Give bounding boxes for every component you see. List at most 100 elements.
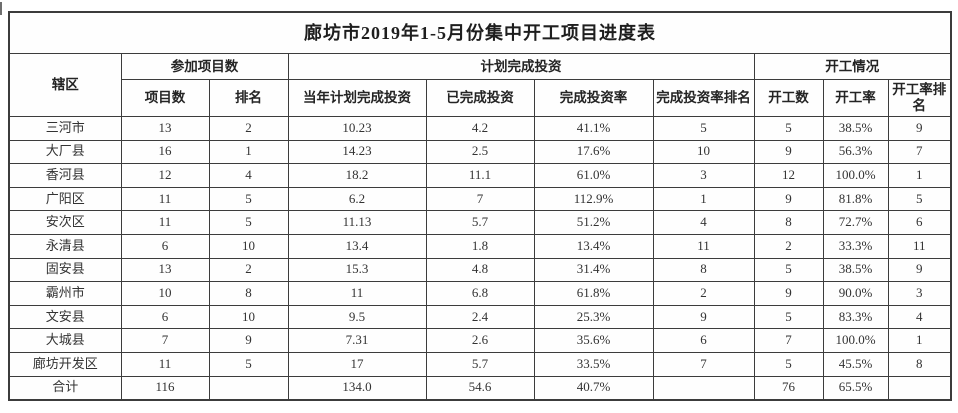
table-row: 香河县 12 4 18.2 11.1 61.0% 3 12 100.0% 1	[8, 163, 952, 188]
cell: 5	[652, 116, 755, 141]
cell: 1	[887, 328, 952, 353]
cell: 17.6%	[533, 139, 654, 165]
cell: 81.8%	[822, 186, 889, 212]
table-title: 廊坊市2019年1-5月份集中开工项目进度表	[8, 11, 952, 54]
cell: 5.7	[425, 210, 535, 235]
cell: 76	[753, 375, 824, 401]
cell: 2.5	[425, 139, 535, 165]
cell: 11	[120, 351, 210, 377]
cell: 13	[120, 116, 210, 141]
project-progress-table: 廊坊市2019年1-5月份集中开工项目进度表 辖区 参加项目数 计划完成投资 开…	[8, 11, 953, 402]
cell: 7	[887, 139, 952, 165]
cell: 1	[652, 186, 755, 212]
cell: 18.2	[287, 163, 427, 188]
group-header-start-status: 开工情况	[753, 53, 952, 80]
group-header-planned-investment: 计划完成投资	[287, 53, 755, 80]
cell: 72.7%	[822, 210, 889, 235]
district-cell: 永清县	[8, 233, 122, 259]
cell: 11.13	[287, 210, 427, 235]
cell: 10	[208, 304, 289, 330]
cell: 1	[887, 163, 952, 188]
cell: 83.3%	[822, 304, 889, 330]
cell: 6	[120, 304, 210, 330]
total-row: 合计 116 134.0 54.6 40.7% 76 65.5%	[8, 375, 952, 401]
cell: 90.0%	[822, 281, 889, 306]
cell: 5	[753, 257, 824, 283]
district-cell: 大厂县	[8, 139, 122, 165]
cell: 11.1	[425, 163, 535, 188]
col-header-investment-completion-rate: 完成投资率	[533, 79, 654, 117]
cell: 1	[208, 139, 289, 165]
col-header-project-count: 项目数	[120, 79, 210, 117]
cell: 4.2	[425, 116, 535, 141]
title-row: 廊坊市2019年1-5月份集中开工项目进度表	[8, 11, 952, 54]
district-cell: 合计	[8, 375, 122, 401]
cell: 33.3%	[822, 233, 889, 259]
cell: 2	[753, 233, 824, 259]
col-header-rank: 排名	[208, 79, 289, 117]
cell: 31.4%	[533, 257, 654, 283]
col-header-start-rate-rank: 开工率排名	[887, 79, 952, 117]
district-cell: 三河市	[8, 116, 122, 141]
cell: 4.8	[425, 257, 535, 283]
cell: 12	[753, 163, 824, 188]
cell: 9	[753, 139, 824, 165]
cell: 11	[287, 281, 427, 306]
district-cell: 安次区	[8, 210, 122, 235]
cell: 8	[887, 351, 952, 377]
header-group-row: 辖区 参加项目数 计划完成投资 开工情况	[8, 53, 952, 117]
document-sheet: 廊坊市2019年1-5月份集中开工项目进度表 辖区 参加项目数 计划完成投资 开…	[8, 11, 953, 402]
col-header-district: 辖区	[8, 53, 122, 117]
cell: 9	[753, 186, 824, 212]
cell: 51.2%	[533, 210, 654, 235]
cell: 5	[753, 116, 824, 141]
col-header-start-count: 开工数	[753, 79, 824, 117]
cell: 10	[208, 233, 289, 259]
cell: 7	[120, 328, 210, 353]
cell: 4	[887, 304, 952, 330]
cell: 11	[887, 233, 952, 259]
cell: 5	[208, 351, 289, 377]
table-row: 三河市 13 2 10.23 4.2 41.1% 5 5 38.5% 9	[8, 116, 952, 141]
cell: 54.6	[425, 375, 535, 401]
cell: 40.7%	[533, 375, 654, 401]
district-cell: 固安县	[8, 257, 122, 283]
cell: 7	[425, 186, 535, 212]
district-cell: 广阳区	[8, 186, 122, 212]
table-row: 文安县 6 10 9.5 2.4 25.3% 9 5 83.3% 4	[8, 304, 952, 330]
cell: 38.5%	[822, 116, 889, 141]
cell: 15.3	[287, 257, 427, 283]
cell: 13.4%	[533, 233, 654, 259]
cell: 8	[208, 281, 289, 306]
cell: 11	[120, 210, 210, 235]
cell: 3	[652, 163, 755, 188]
cell	[652, 375, 755, 401]
cell: 9	[887, 257, 952, 283]
cell: 6	[652, 328, 755, 353]
cell: 6	[120, 233, 210, 259]
cell: 16	[120, 139, 210, 165]
cell: 116	[120, 375, 210, 401]
cell: 9.5	[287, 304, 427, 330]
cell: 5.7	[425, 351, 535, 377]
cell: 10	[120, 281, 210, 306]
screenshot-edge-artifact	[0, 2, 2, 15]
table-row: 大厂县 16 1 14.23 2.5 17.6% 10 9 56.3% 7	[8, 139, 952, 165]
table-row: 固安县 13 2 15.3 4.8 31.4% 8 5 38.5% 9	[8, 257, 952, 283]
cell: 3	[887, 281, 952, 306]
cell: 9	[753, 281, 824, 306]
cell: 9	[652, 304, 755, 330]
table-row: 广阳区 11 5 6.2 7 112.9% 1 9 81.8% 5	[8, 186, 952, 212]
district-cell: 霸州市	[8, 281, 122, 306]
col-header-start-rate: 开工率	[822, 79, 889, 117]
cell	[887, 375, 952, 401]
cell: 11	[120, 186, 210, 212]
cell: 6.2	[287, 186, 427, 212]
cell: 100.0%	[822, 328, 889, 353]
cell: 12	[120, 163, 210, 188]
cell: 14.23	[287, 139, 427, 165]
cell: 10.23	[287, 116, 427, 141]
cell: 112.9%	[533, 186, 654, 212]
cell: 5	[753, 351, 824, 377]
cell: 7	[753, 328, 824, 353]
